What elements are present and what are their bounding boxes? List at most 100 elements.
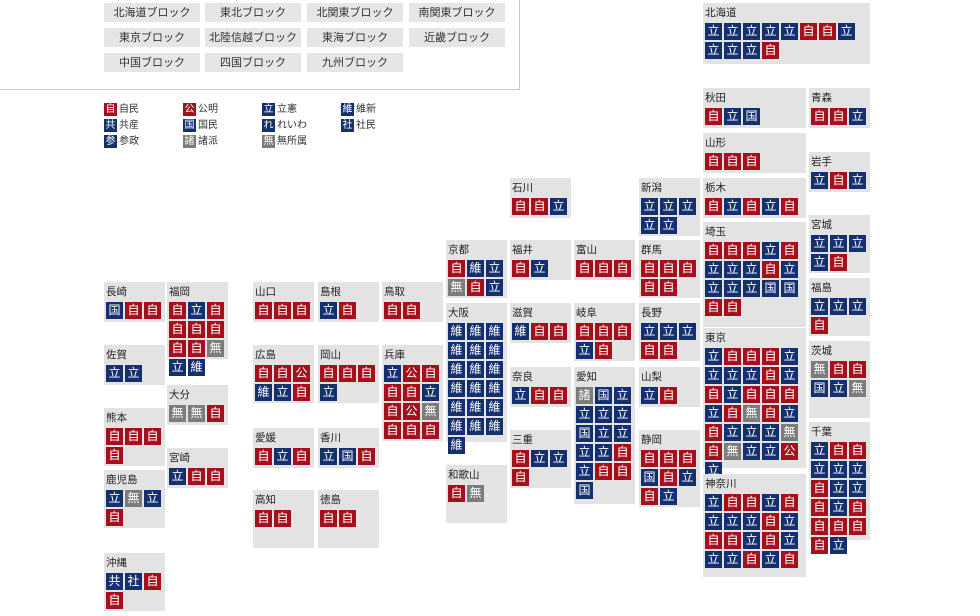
seat-cell[interactable]: 無	[169, 405, 186, 422]
seat-cell[interactable]: 立	[762, 494, 779, 511]
seat-cell[interactable]: 立	[641, 323, 658, 340]
block-button[interactable]: 東海ブロック	[307, 28, 403, 47]
prefecture-box[interactable]: 秋田自立国	[703, 88, 806, 128]
seat-cell[interactable]: 公	[403, 403, 420, 420]
seat-cell[interactable]: 自	[762, 367, 779, 384]
seat-cell[interactable]: 自	[384, 403, 401, 420]
seat-cell[interactable]: 自	[531, 323, 548, 340]
seat-cell[interactable]: 自	[781, 494, 798, 511]
seat-cell[interactable]: 維	[486, 342, 503, 359]
prefecture-box[interactable]: 大分無無自	[167, 385, 228, 425]
seat-cell[interactable]: 自	[255, 365, 272, 382]
seat-cell[interactable]: 立	[705, 494, 722, 511]
seat-cell[interactable]: 自	[762, 261, 779, 278]
seat-cell[interactable]: 自	[125, 302, 142, 319]
prefecture-box[interactable]: 石川自自立	[510, 178, 571, 218]
seat-cell[interactable]: 自	[705, 443, 722, 460]
block-button[interactable]: 中国ブロック	[104, 53, 200, 72]
seat-cell[interactable]: 立	[724, 23, 741, 40]
block-button[interactable]: 近畿ブロック	[409, 28, 505, 47]
seat-cell[interactable]: 無	[422, 403, 439, 420]
seat-cell[interactable]: 立	[724, 424, 741, 441]
seat-cell[interactable]: 立	[614, 406, 631, 423]
seat-cell[interactable]: 国	[811, 380, 828, 397]
seat-cell[interactable]: 維	[448, 399, 465, 416]
seat-cell[interactable]: 立	[781, 405, 798, 422]
seat-cell[interactable]: 自	[614, 463, 631, 480]
block-button[interactable]: 東北ブロック	[205, 3, 301, 22]
prefecture-box[interactable]: 岐阜自自自立自	[574, 303, 635, 361]
seat-cell[interactable]: 自	[144, 573, 161, 590]
seat-cell[interactable]: 自	[849, 442, 866, 459]
seat-cell[interactable]: 自	[705, 153, 722, 170]
prefecture-box[interactable]: 香川立国自	[318, 428, 379, 468]
seat-cell[interactable]: 立	[486, 260, 503, 277]
prefecture-box[interactable]: 福岡自立自自自自自自無立維	[167, 282, 228, 376]
seat-cell[interactable]: 自	[293, 448, 310, 465]
seat-cell[interactable]: 自	[595, 260, 612, 277]
seat-cell[interactable]: 維	[467, 323, 484, 340]
seat-cell[interactable]: 立	[576, 406, 593, 423]
seat-cell[interactable]: 立	[830, 380, 847, 397]
prefecture-box[interactable]: 島根立自	[318, 282, 379, 322]
seat-cell[interactable]: 公	[781, 443, 798, 460]
prefecture-box[interactable]: 佐賀立立	[104, 345, 165, 385]
seat-cell[interactable]: 無	[448, 279, 465, 296]
seat-cell[interactable]: 立	[576, 463, 593, 480]
seat-cell[interactable]: 自	[384, 422, 401, 439]
seat-cell[interactable]: 自	[830, 108, 847, 125]
prefecture-box[interactable]: 熊本自自自自	[104, 408, 165, 466]
seat-cell[interactable]: 自	[422, 422, 439, 439]
seat-cell[interactable]: 自	[106, 509, 123, 526]
seat-cell[interactable]: 自	[819, 23, 836, 40]
seat-cell[interactable]: 立	[849, 298, 866, 315]
seat-cell[interactable]: 立	[830, 298, 847, 315]
seat-cell[interactable]: 共	[106, 573, 123, 590]
prefecture-box[interactable]: 福井自立	[510, 240, 571, 280]
seat-cell[interactable]: 立	[705, 23, 722, 40]
prefecture-box[interactable]: 岡山自自自立	[318, 345, 379, 403]
seat-cell[interactable]: 自	[339, 510, 356, 527]
seat-cell[interactable]: 維	[467, 342, 484, 359]
seat-cell[interactable]: 自	[724, 153, 741, 170]
seat-cell[interactable]: 立	[849, 108, 866, 125]
seat-cell[interactable]: 自	[811, 108, 828, 125]
seat-cell[interactable]: 自	[781, 386, 798, 403]
seat-cell[interactable]: 公	[403, 365, 420, 382]
seat-cell[interactable]: 維	[188, 359, 205, 376]
seat-cell[interactable]: 立	[422, 384, 439, 401]
seat-cell[interactable]: 立	[838, 23, 855, 40]
prefecture-box[interactable]: 山形自自自	[703, 133, 806, 173]
seat-cell[interactable]: 自	[830, 361, 847, 378]
seat-cell[interactable]: 自	[641, 342, 658, 359]
prefecture-box[interactable]: 宮崎立自自	[167, 448, 228, 488]
seat-cell[interactable]: 維	[486, 323, 503, 340]
prefecture-box[interactable]: 北海道立立立立立自自立立立立自	[703, 3, 870, 64]
seat-cell[interactable]: 立	[781, 532, 798, 549]
prefecture-box[interactable]: 長崎国自自	[104, 282, 165, 322]
seat-cell[interactable]: 立	[762, 551, 779, 568]
seat-cell[interactable]: 諸	[576, 387, 593, 404]
seat-cell[interactable]: 立	[679, 323, 696, 340]
seat-cell[interactable]: 自	[106, 428, 123, 445]
seat-cell[interactable]: 立	[743, 42, 760, 59]
seat-cell[interactable]: 立	[743, 367, 760, 384]
seat-cell[interactable]: 維	[448, 361, 465, 378]
seat-cell[interactable]: 自	[106, 592, 123, 609]
prefecture-box[interactable]: 千葉立自自立立立自立立自立自自自自自立	[809, 422, 870, 554]
seat-cell[interactable]: 立	[660, 217, 677, 234]
seat-cell[interactable]: 国	[743, 108, 760, 125]
prefecture-box[interactable]: 滋賀維自自	[510, 303, 571, 343]
seat-cell[interactable]: 自	[811, 537, 828, 554]
seat-cell[interactable]: 立	[811, 172, 828, 189]
seat-cell[interactable]: 自	[531, 198, 548, 215]
seat-cell[interactable]: 自	[144, 428, 161, 445]
block-button[interactable]: 北陸信越ブロック	[205, 28, 301, 47]
seat-cell[interactable]: 立	[705, 405, 722, 422]
seat-cell[interactable]: 自	[743, 198, 760, 215]
seat-cell[interactable]: 自	[743, 153, 760, 170]
seat-cell[interactable]: 立	[705, 348, 722, 365]
seat-cell[interactable]: 無	[125, 490, 142, 507]
seat-cell[interactable]: 維	[467, 260, 484, 277]
block-button[interactable]: 四国ブロック	[205, 53, 301, 72]
